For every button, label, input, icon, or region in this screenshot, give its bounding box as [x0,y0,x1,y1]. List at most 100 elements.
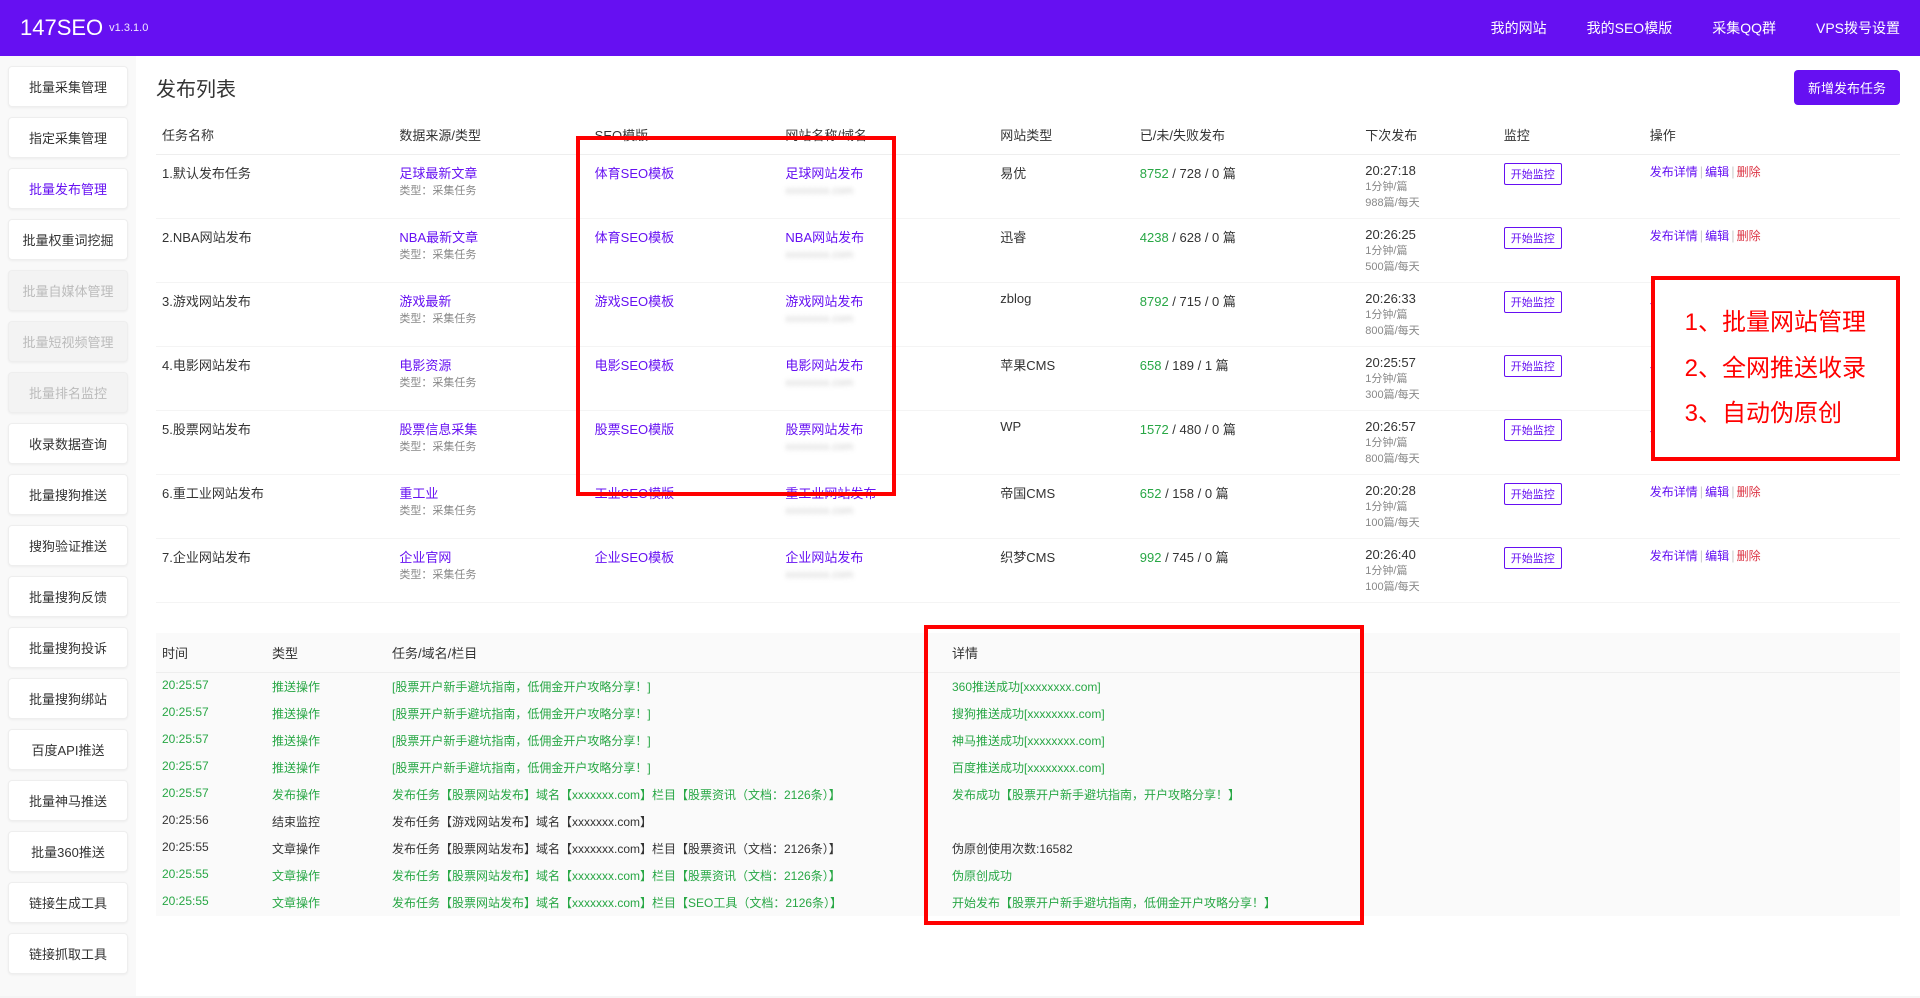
monitor-button[interactable]: 开始监控 [1504,227,1562,249]
monitor-button[interactable]: 开始监控 [1504,419,1562,441]
sidebar-item[interactable]: 批量搜狗投诉 [8,627,128,668]
detail-link[interactable]: 发布详情 [1650,549,1698,563]
sidebar-item[interactable]: 批量自媒体管理 [8,270,128,311]
col-header: 网站类型 [994,115,1134,155]
nav-item[interactable]: 我的网站 [1491,18,1547,38]
cell-publish: 8792 / 715 / 0 篇 [1134,283,1360,347]
detail-link[interactable]: 发布详情 [1650,229,1698,243]
sidebar-item[interactable]: 链接抓取工具 [8,933,128,974]
cell-source: 足球最新文章类型：采集任务 [393,155,588,219]
log-row: 20:25:57推送操作[股票开户新手避坑指南，低佣金开户攻略分享！]百度推送成… [156,754,1900,781]
sidebar-item[interactable]: 批量权重词挖掘 [8,219,128,260]
sidebar-item[interactable]: 批量神马推送 [8,780,128,821]
cell-monitor: 开始监控 [1498,155,1644,219]
cell-source: 游戏最新类型：采集任务 [393,283,588,347]
sidebar-item[interactable]: 链接生成工具 [8,882,128,923]
cell-site: 重工业网站发布xxxxxxxx.com [779,475,994,539]
log-type: 文章操作 [272,867,392,884]
log-time: 20:25:57 [162,705,272,722]
log-col-type: 类型 [272,643,392,662]
delete-link[interactable]: 删除 [1737,165,1761,179]
cell-monitor: 开始监控 [1498,347,1644,411]
cell-type: 易优 [994,155,1134,219]
sidebar-item[interactable]: 批量发布管理 [8,168,128,209]
cell-name: 5.股票网站发布 [156,411,393,475]
sidebar-item[interactable]: 指定采集管理 [8,117,128,158]
sidebar-item[interactable]: 批量排名监控 [8,372,128,413]
cell-site: 游戏网站发布xxxxxxxx.com [779,283,994,347]
cell-source: NBA最新文章类型：采集任务 [393,219,588,283]
table-row: 4.电影网站发布电影资源类型：采集任务电影SEO模板电影网站发布xxxxxxxx… [156,347,1900,411]
edit-link[interactable]: 编辑 [1705,165,1729,179]
sidebar-item[interactable]: 批量360推送 [8,831,128,872]
log-type: 发布操作 [272,786,392,803]
main-content: 发布列表 新增发布任务 任务名称数据来源/类型SEO模版网站名称/域名网站类型已… [136,56,1920,996]
cell-name: 3.游戏网站发布 [156,283,393,347]
log-row: 20:25:55文章操作发布任务【股票网站发布】域名【xxxxxxx.com】栏… [156,889,1900,916]
monitor-button[interactable]: 开始监控 [1504,355,1562,377]
cell-site: 股票网站发布xxxxxxxx.com [779,411,994,475]
table-row: 2.NBA网站发布NBA最新文章类型：采集任务体育SEO模板NBA网站发布xxx… [156,219,1900,283]
edit-link[interactable]: 编辑 [1705,229,1729,243]
sidebar-item[interactable]: 收录数据查询 [8,423,128,464]
col-header: 数据来源/类型 [393,115,588,155]
log-type: 推送操作 [272,732,392,749]
log-time: 20:25:55 [162,840,272,857]
table-row: 3.游戏网站发布游戏最新类型：采集任务游戏SEO模板游戏网站发布xxxxxxxx… [156,283,1900,347]
add-task-button[interactable]: 新增发布任务 [1794,70,1900,105]
cell-site: 电影网站发布xxxxxxxx.com [779,347,994,411]
monitor-button[interactable]: 开始监控 [1504,483,1562,505]
table-row: 6.重工业网站发布重工业类型：采集任务工业SEO模版重工业网站发布xxxxxxx… [156,475,1900,539]
cell-template: 工业SEO模版 [589,475,780,539]
nav-item[interactable]: VPS拨号设置 [1816,18,1900,38]
sidebar-item[interactable]: 批量采集管理 [8,66,128,107]
nav-item[interactable]: 采集QQ群 [1712,18,1776,38]
log-detail: 伪原创使用次数:16582 [952,840,1894,857]
log-col-detail: 详情 [952,643,1894,662]
top-nav: 我的网站 我的SEO模版 采集QQ群 VPS拨号设置 [1491,18,1900,38]
sidebar-item[interactable]: 批量短视频管理 [8,321,128,362]
sidebar-item[interactable]: 搜狗验证推送 [8,525,128,566]
cell-type: 织梦CMS [994,539,1134,603]
log-row: 20:25:57发布操作发布任务【股票网站发布】域名【xxxxxxx.com】栏… [156,781,1900,808]
log-type: 结束监控 [272,813,392,830]
cell-ops: 发布详情|编辑|删除 [1644,475,1900,539]
cell-next: 20:27:181分钟/篇 988篇/每天 [1359,155,1498,219]
detail-link[interactable]: 发布详情 [1650,165,1698,179]
cell-type: 苹果CMS [994,347,1134,411]
version: v1.3.1.0 [109,22,148,34]
cell-template: 游戏SEO模板 [589,283,780,347]
cell-template: 体育SEO模板 [589,219,780,283]
cell-name: 7.企业网站发布 [156,539,393,603]
cell-type: 帝国CMS [994,475,1134,539]
log-detail [952,813,1894,830]
delete-link[interactable]: 删除 [1737,229,1761,243]
sidebar-item[interactable]: 批量搜狗推送 [8,474,128,515]
log-task: 发布任务【股票网站发布】域名【xxxxxxx.com】栏目【股票资讯（文档：21… [392,840,952,857]
monitor-button[interactable]: 开始监控 [1504,163,1562,185]
edit-link[interactable]: 编辑 [1705,485,1729,499]
cell-ops: 发布详情|编辑|删除 [1644,539,1900,603]
log-detail: 发布成功【股票开户新手避坑指南，开户攻略分享！】 [952,786,1894,803]
detail-link[interactable]: 发布详情 [1650,485,1698,499]
nav-item[interactable]: 我的SEO模版 [1587,18,1673,38]
sidebar-item[interactable]: 百度API推送 [8,729,128,770]
cell-publish: 4238 / 628 / 0 篇 [1134,219,1360,283]
delete-link[interactable]: 删除 [1737,485,1761,499]
cell-next: 20:26:571分钟/篇 800篇/每天 [1359,411,1498,475]
sidebar-item[interactable]: 批量搜狗绑站 [8,678,128,719]
cell-template: 体育SEO模板 [589,155,780,219]
cell-monitor: 开始监控 [1498,283,1644,347]
cell-site: 企业网站发布xxxxxxxx.com [779,539,994,603]
edit-link[interactable]: 编辑 [1705,549,1729,563]
monitor-button[interactable]: 开始监控 [1504,291,1562,313]
monitor-button[interactable]: 开始监控 [1504,547,1562,569]
cell-type: 迅睿 [994,219,1134,283]
page-title: 发布列表 [156,73,236,102]
log-type: 文章操作 [272,894,392,911]
cell-monitor: 开始监控 [1498,411,1644,475]
sidebar-item[interactable]: 批量搜狗反馈 [8,576,128,617]
delete-link[interactable]: 删除 [1737,549,1761,563]
col-header: 下次发布 [1359,115,1498,155]
cell-name: 1.默认发布任务 [156,155,393,219]
